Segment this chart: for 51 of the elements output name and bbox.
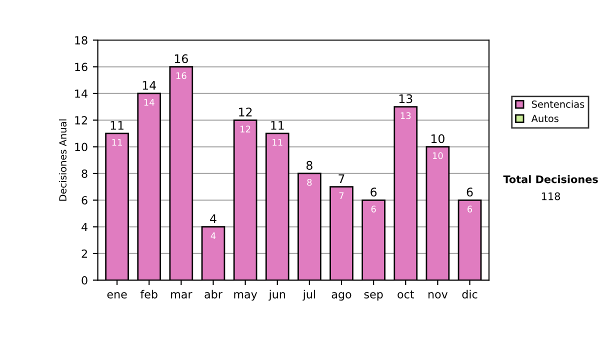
data-label: 7	[339, 192, 344, 200]
total-label: 16	[174, 54, 188, 64]
text: 118	[542, 192, 560, 200]
total-label: 12	[239, 108, 252, 116]
y-tick-label: 12	[75, 116, 87, 124]
y-tick-label: 16	[75, 62, 88, 72]
x-tick-label: jun	[268, 290, 286, 301]
text: Total Decisiones	[503, 175, 598, 184]
x-tick-label: jul	[302, 290, 315, 301]
y-tick-label: 10	[75, 142, 88, 152]
y-axis-title: Decisiones Anual	[58, 119, 66, 201]
total-label: 11	[271, 121, 284, 130]
data-label: 13	[400, 112, 411, 120]
x-tick-label: oct	[398, 290, 414, 298]
total-label: 4	[210, 214, 216, 224]
total-label: 14	[142, 81, 156, 90]
x-tick-label: ago	[332, 292, 352, 301]
data-label: 6	[371, 206, 376, 212]
x-tick-label: nov	[428, 292, 448, 298]
y-tick-label: 4	[82, 222, 88, 232]
x-tick-label: dic	[462, 290, 478, 298]
x-tick-label: may	[234, 292, 258, 301]
data-label: 6	[468, 206, 472, 212]
y-tick-label: 14	[75, 90, 88, 98]
x-tick-label: ene	[107, 292, 127, 298]
total-label: 6	[370, 188, 377, 197]
data-label: 8	[307, 178, 312, 186]
y-tick-label: 18	[75, 36, 88, 44]
x-tick-label: feb	[140, 290, 158, 298]
x-tick-label: mar	[171, 292, 192, 298]
total-label: 8	[306, 160, 312, 170]
total-label: 6	[466, 188, 473, 197]
x-tick-label: abr	[204, 290, 222, 298]
y-tick-label: 0	[82, 276, 88, 285]
x-tick-label: sep	[364, 292, 383, 301]
total-label: 11	[110, 121, 124, 130]
data-label: 16	[176, 72, 186, 80]
y-tick-label: 2	[82, 249, 87, 258]
total-label: 13	[399, 94, 412, 104]
data-label: 11	[272, 139, 282, 146]
data-label: 11	[112, 139, 122, 146]
data-label: 10	[432, 152, 443, 160]
data-label: 14	[144, 99, 154, 106]
data-label: 12	[240, 126, 250, 132]
y-tick-label: 6	[82, 196, 88, 205]
total-label: 7	[338, 174, 344, 184]
total-label: 10	[431, 134, 444, 144]
y-tick-label: 8	[82, 169, 88, 178]
legend-label: Autos	[531, 114, 558, 122]
data-label: 4	[210, 232, 216, 240]
legend-label: Sentencias	[532, 100, 584, 108]
